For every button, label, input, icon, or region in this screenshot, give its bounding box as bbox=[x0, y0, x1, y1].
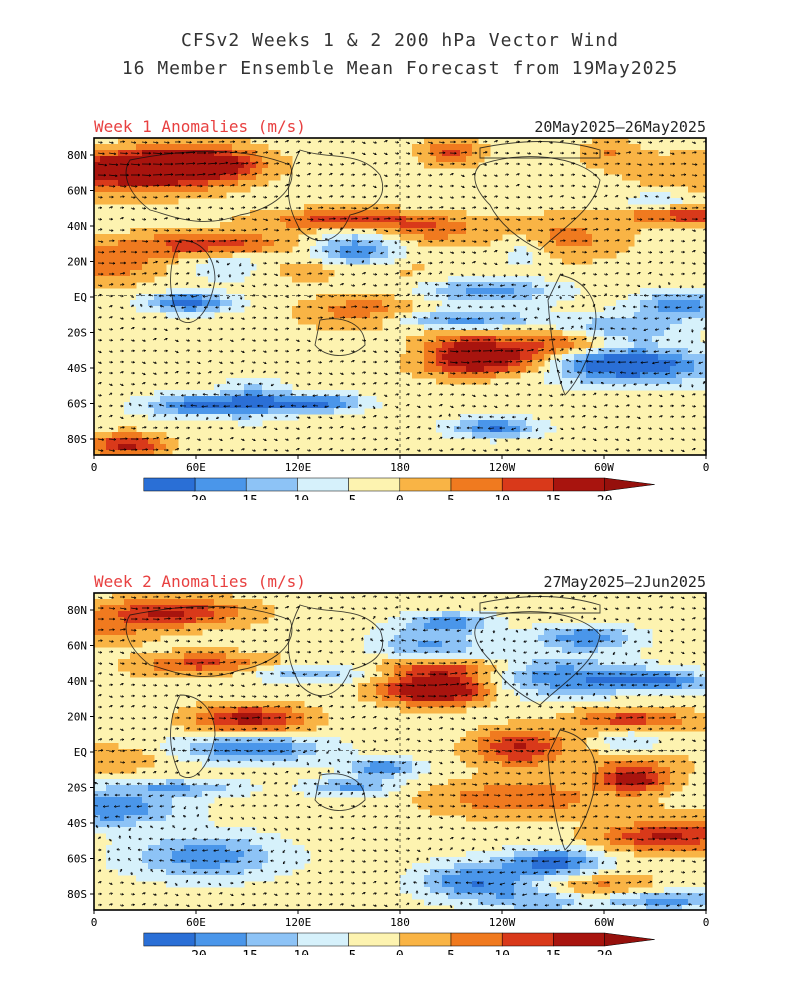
coastline-6 bbox=[479, 596, 601, 614]
lon-label-60W: 60W bbox=[594, 461, 614, 474]
coastline-2 bbox=[170, 694, 216, 778]
lon-label-180: 180 bbox=[390, 916, 410, 929]
coastline-3 bbox=[314, 773, 366, 811]
colorbar-segment bbox=[553, 932, 605, 947]
lat-label-60S: 60S bbox=[67, 398, 87, 411]
lat-label-60N: 60N bbox=[67, 640, 87, 653]
colorbar-tick-label: −15 bbox=[234, 949, 257, 955]
colorbar-segment bbox=[348, 932, 401, 947]
week2-panel: Week 2 Anomalies (m/s) 27May2025–2Jun2025… bbox=[0, 455, 800, 955]
colorbar-high-arrow bbox=[604, 477, 655, 492]
coastline-5 bbox=[547, 729, 597, 851]
lon-label-0: 0 bbox=[91, 461, 98, 474]
figure-title-line1: CFSv2 Weeks 1 & 2 200 hPa Vector Wind bbox=[181, 30, 619, 51]
week1-map: Week 1 Anomalies (m/s) 20May2025–26May202… bbox=[67, 117, 710, 500]
lat-label-80N: 80N bbox=[67, 604, 87, 617]
lon-label-60E: 60E bbox=[186, 461, 206, 474]
week1-panel: Week 1 Anomalies (m/s) 20May2025–26May202… bbox=[67, 117, 710, 500]
colorbar: −20 −15 −10 −5 0 5 10 15 20 bbox=[143, 932, 655, 955]
colorbar-tick-label: −15 bbox=[234, 494, 257, 500]
lat-label-40S: 40S bbox=[67, 362, 87, 375]
lon-label-120W: 120W bbox=[489, 461, 516, 474]
lon-label-60E: 60E bbox=[186, 916, 206, 929]
panel-label: Week 2 Anomalies (m/s) bbox=[94, 572, 306, 591]
lon-label-120W: 120W bbox=[489, 916, 516, 929]
lon-label-120E: 120E bbox=[285, 916, 312, 929]
week2-map: Week 2 Anomalies (m/s) 27May2025–2Jun2025… bbox=[67, 572, 710, 955]
colorbar-segment bbox=[245, 932, 298, 947]
lat-label-40N: 40N bbox=[67, 675, 87, 688]
lat-label-60S: 60S bbox=[67, 853, 87, 866]
panel-date-range: 20May2025–26May2025 bbox=[534, 118, 706, 136]
lon-label-0: 0 bbox=[91, 916, 98, 929]
colorbar-tick-label: −5 bbox=[341, 949, 357, 955]
colorbar-tick-label: 10 bbox=[494, 494, 510, 500]
panel-label: Week 1 Anomalies (m/s) bbox=[94, 117, 306, 136]
lon-label-60W: 60W bbox=[594, 916, 614, 929]
colorbar-tick-label: 15 bbox=[546, 494, 562, 500]
lat-label-20N: 20N bbox=[67, 256, 87, 269]
colorbar-tick-label: 20 bbox=[597, 494, 613, 500]
colorbar-tick-label: 5 bbox=[447, 494, 455, 500]
coastline-0 bbox=[288, 149, 384, 242]
colorbar-tick-label: −10 bbox=[286, 494, 309, 500]
colorbar: −20 −15 −10 −5 0 5 10 15 20 bbox=[143, 477, 655, 500]
coastline-6 bbox=[479, 141, 601, 159]
colorbar-tick-label: 5 bbox=[447, 949, 455, 955]
colorbar-tick-label: 15 bbox=[546, 949, 562, 955]
coastline-0 bbox=[288, 604, 384, 697]
lat-label-20N: 20N bbox=[67, 711, 87, 724]
coastline-4 bbox=[474, 611, 601, 706]
colorbar-segment bbox=[501, 932, 554, 947]
lat-label-EQ: EQ bbox=[74, 746, 87, 759]
lat-label-20S: 20S bbox=[67, 782, 87, 795]
anomaly-field bbox=[94, 138, 706, 455]
lat-label-80N: 80N bbox=[67, 149, 87, 162]
colorbar-segment bbox=[194, 932, 247, 947]
lon-label-180: 180 bbox=[390, 461, 410, 474]
lat-label-60N: 60N bbox=[67, 185, 87, 198]
coastline-3 bbox=[314, 318, 366, 356]
lat-label-40N: 40N bbox=[67, 220, 87, 233]
lat-label-EQ: EQ bbox=[74, 291, 87, 304]
colorbar-tick-label: 0 bbox=[396, 494, 404, 500]
lon-label-0-east: 0 bbox=[703, 916, 710, 929]
coastline-1 bbox=[125, 605, 293, 677]
figure-title-line2: 16 Member Ensemble Mean Forecast from 19… bbox=[121, 58, 679, 79]
colorbar-tick-label: 20 bbox=[597, 949, 613, 955]
colorbar-tick-label: 10 bbox=[494, 949, 510, 955]
coastline-1 bbox=[125, 150, 293, 222]
lon-label-120E: 120E bbox=[285, 461, 312, 474]
colorbar-segment bbox=[399, 932, 452, 947]
colorbar-tick-label: −20 bbox=[183, 494, 206, 500]
lon-label-0-east: 0 bbox=[703, 461, 710, 474]
colorbar-tick-label: −10 bbox=[286, 949, 309, 955]
lat-label-40S: 40S bbox=[67, 817, 87, 830]
colorbar-tick-label: −20 bbox=[183, 949, 206, 955]
colorbar-high-arrow bbox=[604, 932, 655, 947]
colorbar-segment bbox=[143, 477, 196, 492]
colorbar-tick-label: 0 bbox=[396, 949, 404, 955]
anomaly-field bbox=[94, 593, 706, 910]
colorbar-segment bbox=[450, 932, 503, 947]
colorbar-segment bbox=[297, 932, 349, 947]
panel-date-range: 27May2025–2Jun2025 bbox=[543, 573, 706, 591]
coastline-5 bbox=[547, 274, 597, 396]
colorbar-tick-label: −5 bbox=[341, 494, 357, 500]
lat-label-80S: 80S bbox=[67, 433, 87, 446]
colorbar-segment bbox=[143, 932, 196, 947]
lat-label-20S: 20S bbox=[67, 327, 87, 340]
lat-label-80S: 80S bbox=[67, 888, 87, 901]
